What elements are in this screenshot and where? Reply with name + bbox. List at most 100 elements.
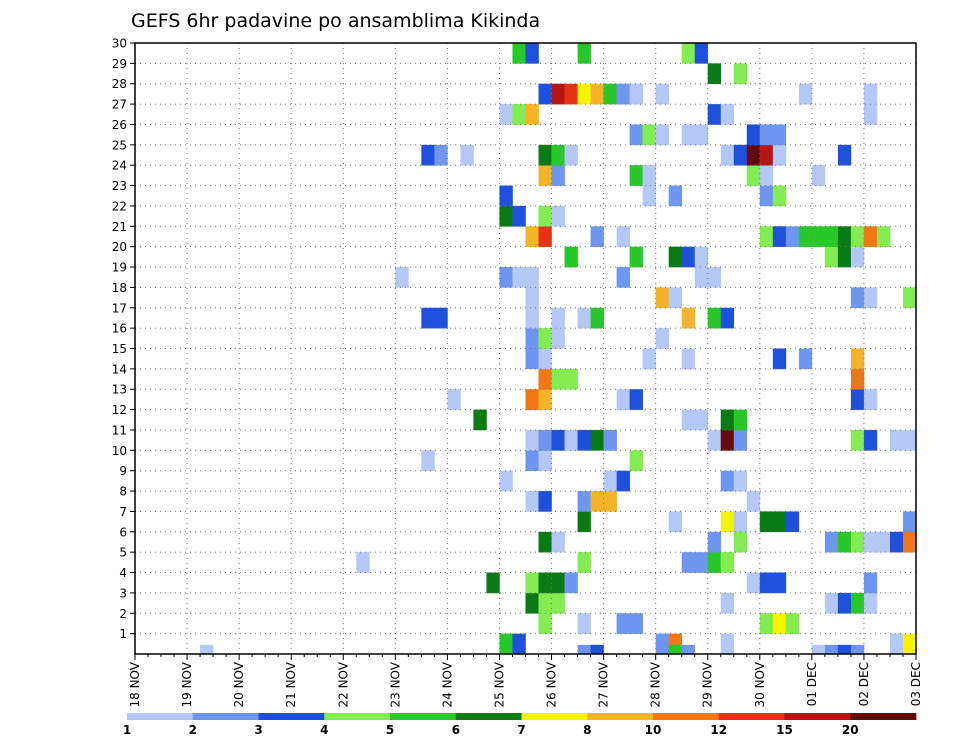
legend-label: 5 [386, 723, 394, 737]
legend-label: 6 [452, 723, 460, 737]
precip-cell [525, 429, 539, 451]
precip-cell [525, 226, 539, 247]
precip-cell [499, 185, 513, 207]
precip-cell [824, 592, 839, 614]
y-tick-label: 26 [112, 118, 127, 132]
precip-cell [681, 644, 696, 655]
legend-swatch [718, 713, 785, 720]
chart-title: GEFS 6hr padavine po ansamblima Kikinda [131, 10, 540, 32]
x-tick-label: 02 DEC [857, 662, 871, 706]
x-axis: 18 NOV 19 NOV 20 NOV 21 NOV 22 NOV 23 NOV 24 N… [128, 654, 923, 708]
precip-cell [538, 613, 552, 634]
precip-cell [525, 287, 539, 309]
precip-cell [551, 165, 565, 186]
y-tick-label: 18 [112, 281, 127, 295]
precip-cell [746, 572, 761, 594]
precip-cell [655, 124, 669, 146]
precip-cell [564, 368, 578, 390]
precip-cell [733, 429, 748, 451]
precip-cell [902, 287, 917, 309]
precip-cell [733, 63, 748, 85]
precip-cell [577, 83, 591, 105]
precip-cell [434, 144, 448, 166]
precip-cell [577, 511, 591, 533]
y-tick-label: 20 [112, 240, 127, 254]
y-tick-label: 14 [112, 362, 127, 376]
precip-cell [863, 226, 878, 247]
y-tick-label: 23 [112, 179, 127, 193]
precip-cell [577, 429, 591, 451]
legend-swatch [521, 713, 588, 720]
precip-cell [824, 226, 839, 247]
precip-cell [551, 144, 565, 166]
precip-cell [629, 124, 643, 146]
precip-cell [499, 205, 513, 227]
precip-cell [538, 83, 552, 105]
precip-cell [538, 205, 552, 227]
precip-cell [655, 287, 669, 309]
precip-cell [551, 328, 565, 349]
precip-cell [850, 531, 865, 553]
precip-cell [850, 246, 865, 268]
precip-cell [551, 531, 565, 553]
precip-cell [759, 165, 774, 186]
precip-cell [590, 491, 604, 512]
precip-cell [655, 328, 669, 349]
precip-cell [889, 531, 904, 553]
precip-cell [512, 633, 526, 655]
precip-cell [668, 185, 682, 207]
precip-cell [577, 307, 591, 329]
precip-cell [603, 429, 617, 451]
x-tick-label: 27 NOV [597, 661, 611, 707]
y-tick-label: 27 [112, 98, 127, 112]
legend-swatch [850, 713, 917, 720]
precip-cell [863, 429, 878, 451]
precip-cell [668, 644, 682, 655]
precip-cell [577, 43, 591, 64]
precip-cell [876, 226, 891, 247]
y-tick-label: 19 [112, 261, 127, 275]
precip-cell [603, 491, 617, 512]
y-tick-label: 8 [119, 485, 127, 499]
precip-cell [772, 572, 787, 594]
x-tick-label: 24 NOV [440, 661, 454, 707]
precip-cell [590, 83, 604, 105]
legend-label: 1 [123, 723, 131, 737]
precip-cell [564, 572, 578, 594]
precip-cell [694, 246, 709, 268]
precip-cell [525, 348, 539, 370]
precip-cell [538, 328, 552, 349]
precip-cell [824, 246, 839, 268]
legend-swatch [587, 713, 654, 720]
precip-cell [850, 348, 865, 370]
precip-cell [707, 531, 722, 553]
precip-cell [850, 644, 865, 655]
precip-cell [616, 389, 630, 410]
precip-cell [798, 348, 813, 370]
precip-cell [746, 491, 761, 512]
precip-cell [629, 165, 643, 186]
precip-cell [681, 552, 696, 573]
precip-cell [642, 124, 656, 146]
precip-cell [447, 389, 461, 410]
precip-cell [629, 613, 643, 634]
precip-cell [720, 511, 735, 533]
x-tick-label: 21 NOV [284, 661, 298, 707]
x-tick-label: 29 NOV [701, 661, 715, 707]
precip-cell [525, 43, 539, 64]
precip-cell [863, 572, 878, 594]
x-tick-label: 23 NOV [388, 661, 402, 707]
precip-cell [629, 389, 643, 410]
precip-cell [577, 552, 591, 573]
precip-cell [395, 267, 409, 288]
precip-cell [564, 83, 578, 105]
precip-cell [850, 592, 865, 614]
precip-cell [577, 613, 591, 634]
precip-cell [746, 165, 761, 186]
legend-swatch [192, 713, 259, 720]
precip-cell [525, 267, 539, 288]
precip-cell [434, 307, 448, 329]
legend-swatch [653, 713, 720, 720]
y-tick-label: 10 [112, 444, 127, 458]
